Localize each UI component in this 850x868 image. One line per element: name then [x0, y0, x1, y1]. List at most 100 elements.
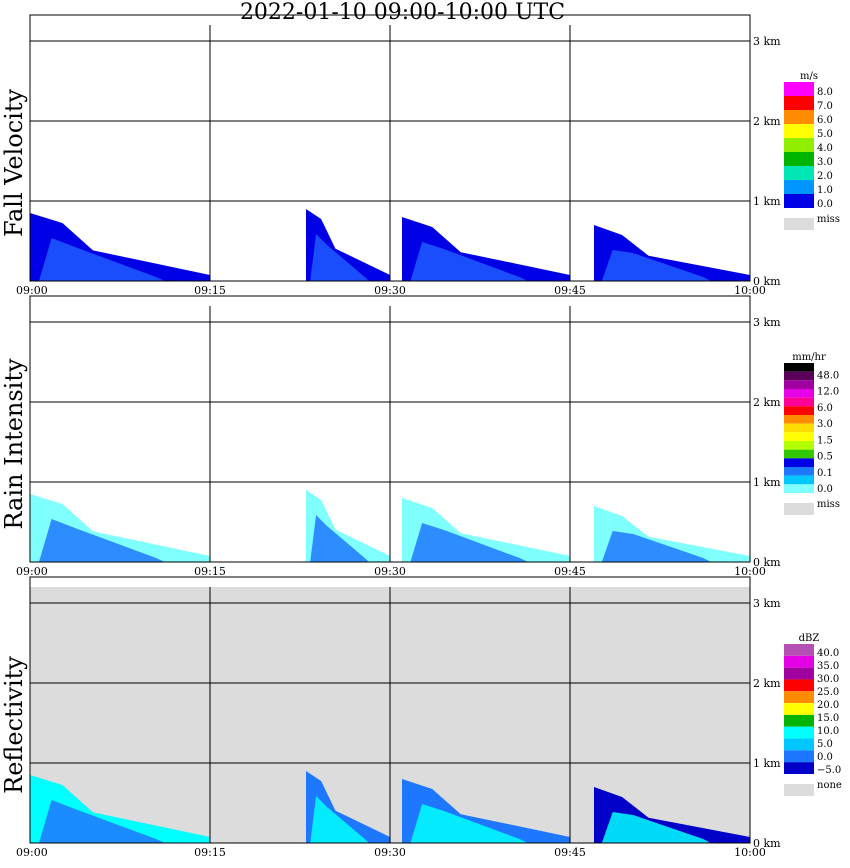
- x-tick-label: 10:00: [734, 284, 766, 297]
- x-tick-label: 09:30: [374, 284, 406, 297]
- legend-swatch: [784, 655, 814, 668]
- legend-label: 30.0: [817, 674, 839, 685]
- legend-label: 25.0: [817, 687, 839, 698]
- legend-swatch: [784, 667, 814, 680]
- x-tick-label: 09:45: [554, 846, 586, 859]
- legend-swatch: [784, 180, 814, 194]
- plot-border: [29, 14, 751, 282]
- legend-label: 0.5: [817, 452, 833, 463]
- echo-core: [39, 519, 165, 562]
- echo-core: [39, 800, 165, 843]
- legend-label: 12.0: [817, 387, 839, 398]
- legend-label: 48.0: [817, 370, 839, 381]
- x-tick-label: 09:00: [16, 565, 48, 578]
- x-tick-label: 09:00: [16, 284, 48, 297]
- echo-core: [310, 515, 369, 562]
- legend-swatch: [784, 762, 814, 774]
- legend-label: 7.0: [817, 101, 833, 112]
- legend-swatch: [784, 363, 814, 372]
- echo-core: [601, 531, 711, 562]
- legend-swatch: [784, 449, 814, 459]
- legend-swatch: [784, 703, 814, 715]
- panel-fall-velocity: 09:00 09:15 09:30 09:45 10:000 km 1 km 2 km 3 k…: [0, 14, 840, 297]
- legend-swatch: [784, 415, 814, 424]
- legend-label: 0.0: [817, 484, 833, 495]
- legend-label: 6.0: [817, 403, 833, 414]
- color-legend: dBZ 40.0 35.0 30.0 25.0 20.0 15.0 10.0 5.0 0.0 −5.…: [784, 633, 842, 796]
- panel-y-label: Rain Intensity: [0, 358, 28, 530]
- echo-core: [410, 242, 528, 281]
- legend-label: −5.0: [817, 765, 841, 776]
- legend-swatch: [784, 138, 814, 152]
- panel-y-label: Fall Velocity: [0, 89, 28, 238]
- legend-label: 3.0: [817, 419, 833, 430]
- echo-core: [410, 523, 528, 562]
- legend-label: 20.0: [817, 700, 839, 711]
- panel-rain-intensity: 09:00 09:15 09:30 09:45 10:000 km 1 km 2 km 3 k…: [0, 295, 840, 578]
- y-tick-label: 0 km: [753, 556, 781, 569]
- legend-label: 6.0: [817, 115, 833, 126]
- legend-swatch: [784, 406, 814, 415]
- panel-y-label: Reflectivity: [0, 656, 28, 794]
- legend-swatch: [784, 124, 814, 138]
- x-tick-label: 09:00: [16, 846, 48, 859]
- y-tick-label: 1 km: [753, 757, 781, 770]
- echo-core: [39, 238, 165, 281]
- legend-label: 0.0: [817, 752, 833, 763]
- legend-swatch: [784, 458, 814, 467]
- y-tick-label: 2 km: [753, 115, 781, 128]
- legend-label: 1.5: [817, 435, 833, 446]
- legend-label: 40.0: [817, 648, 839, 659]
- legend-swatch: [784, 389, 814, 398]
- legend-swatch: [784, 152, 814, 166]
- x-tick-label: 09:45: [554, 284, 586, 297]
- legend-swatch: [784, 380, 814, 389]
- legend-missing-swatch: [784, 784, 814, 796]
- y-tick-label: 1 km: [753, 195, 781, 208]
- y-tick-label: 0 km: [753, 837, 781, 850]
- legend-label: 10.0: [817, 726, 839, 737]
- legend-missing-swatch: [784, 218, 814, 230]
- y-tick-label: 3 km: [753, 597, 781, 610]
- y-tick-label: 0 km: [753, 275, 781, 288]
- y-tick-label: 3 km: [753, 316, 781, 329]
- legend-swatch: [784, 750, 814, 763]
- y-tick-label: 3 km: [753, 35, 781, 48]
- echo-core: [310, 796, 369, 843]
- legend-label: 4.0: [817, 143, 833, 154]
- legend-swatch: [784, 484, 814, 493]
- legend-swatch: [784, 166, 814, 180]
- legend-swatch: [784, 96, 814, 110]
- legend-swatch: [784, 475, 814, 485]
- legend-swatch: [784, 194, 814, 208]
- color-legend: mm/hr 48.0 12.0 6.0 3.0 1.5 0.5 0.1 0.0 miss: [784, 352, 840, 515]
- legend-label: 2.0: [817, 171, 833, 182]
- legend-swatch: [784, 738, 814, 751]
- plot-border: [29, 576, 751, 844]
- echo-core: [410, 804, 528, 843]
- legend-unit: m/s: [800, 71, 818, 82]
- legend-label: 5.0: [817, 739, 833, 750]
- y-tick-label: 2 km: [753, 396, 781, 409]
- panel-reflectivity: 09:00 09:15 09:30 09:45 10:000 km 1 km 2 km 3 k…: [0, 576, 842, 859]
- legend-swatch: [784, 714, 814, 727]
- legend-missing-swatch: [784, 503, 814, 515]
- legend-label: 3.0: [817, 157, 833, 168]
- x-tick-label: 09:45: [554, 565, 586, 578]
- legend-unit: dBZ: [799, 633, 820, 644]
- legend-label: 1.0: [817, 185, 833, 196]
- legend-missing-label: miss: [817, 214, 840, 225]
- x-tick-label: 09:15: [194, 846, 226, 859]
- x-tick-label: 09:30: [374, 846, 406, 859]
- figure-title: 2022-01-10 09:00-10:00 UTC: [239, 0, 566, 25]
- legend-label: 5.0: [817, 129, 833, 140]
- legend-swatch: [784, 82, 814, 96]
- plot-border: [29, 295, 751, 563]
- legend-swatch: [784, 726, 814, 739]
- x-tick-label: 09:15: [194, 284, 226, 297]
- echo-core: [310, 234, 369, 281]
- legend-label: 35.0: [817, 661, 839, 672]
- legend-missing-label: miss: [817, 499, 840, 510]
